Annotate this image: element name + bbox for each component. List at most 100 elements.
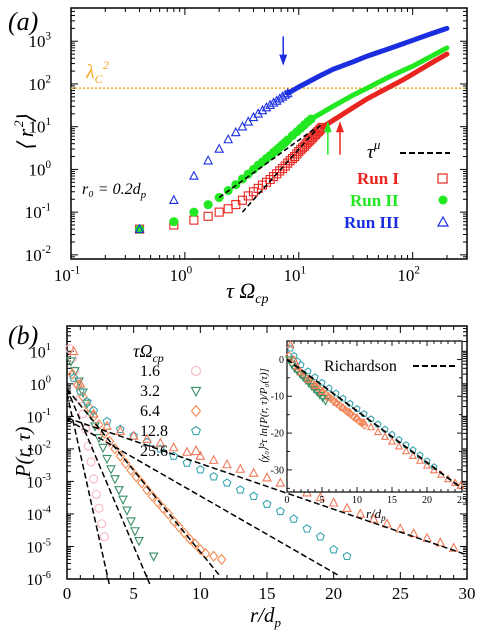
legend-b-label-25-6: 25.6 [140, 443, 168, 460]
inset-series-25-6-point [303, 374, 313, 383]
inset-series-3-2-point [321, 397, 330, 406]
inset-series-25-6-point [422, 460, 432, 469]
run-2-point [169, 217, 179, 227]
series-6-4-point [200, 548, 211, 560]
inset-series-12-8-point [318, 378, 326, 386]
series-6-4-point [104, 435, 115, 448]
series-25-6-point [355, 508, 366, 518]
fit-line-1 [218, 127, 316, 199]
run-2-point [203, 200, 213, 210]
series-6-4-point [136, 477, 147, 489]
series-12-8-point [155, 444, 165, 453]
inset-series-12-8-point [332, 389, 340, 397]
inset-plot: 0 5 10 15 20 25 0 -10 -20 -30 Richardson ⟨χ₀⟩²τ l… [258, 339, 467, 523]
inset-series-25-6-point [450, 478, 460, 486]
inset-xtick-label: 10 [352, 495, 362, 506]
panel-b-xlabel-sub: p [274, 615, 282, 630]
panel-b-ylabel: P(r, τ) [11, 427, 35, 479]
legend-b-marker-6-4 [190, 404, 202, 418]
series-3-2-point [106, 465, 116, 475]
series-12-8-point [235, 485, 245, 494]
series-12-8-point [315, 532, 325, 541]
series-25-6-point [68, 345, 79, 356]
series-12-8-fit [66, 418, 341, 578]
run-2-point [237, 174, 247, 184]
series-25-6-point [275, 477, 286, 487]
inset-xtick-label: 20 [422, 495, 432, 506]
panel-a-legend: τμ Run I Run II Run III [344, 137, 450, 232]
series-25-6-fit [66, 417, 468, 556]
panel-b-xtick-label: 5 [129, 584, 138, 603]
inset-series-25-6-point [394, 441, 404, 450]
inset-xlabel: r/dp [366, 506, 386, 523]
run-2-point [189, 207, 199, 217]
run-3-point [214, 143, 225, 153]
panel-a-ytick-label: 100 [28, 159, 51, 180]
series-6-4-point [174, 521, 184, 533]
series-25-6-point [262, 472, 272, 482]
series-12-8-point [82, 397, 92, 406]
run-1-point [277, 163, 288, 174]
run-2-curve [308, 45, 450, 122]
panel-b-xtick-label: 20 [325, 584, 342, 603]
inset-series-12-8-point [311, 373, 319, 381]
inset-series-25-6-point [338, 402, 348, 411]
series-6-4-point [163, 508, 174, 520]
series-1-6-point [99, 532, 109, 542]
legend-run-iii-label: Run III [344, 213, 400, 232]
series-6-4-point [67, 368, 78, 380]
panel-b-ytick-label: 10-2 [26, 440, 51, 459]
panel-a-xtick-label: 101 [284, 264, 307, 285]
series-6-4-point [72, 379, 83, 391]
panel-b-ytick-label: 101 [30, 342, 51, 361]
series-25-6-point [342, 502, 352, 512]
series-25-6-point [315, 491, 326, 502]
series-6-4-fit [66, 388, 221, 577]
inset-xtick-label: 0 [285, 495, 290, 506]
series-1-6-point [91, 489, 101, 499]
run-3-point [223, 133, 234, 144]
series-6-4-point [147, 490, 158, 502]
series-25-6-point [155, 437, 166, 447]
panel-b-ytick-label: 10-3 [26, 472, 51, 491]
series-25-6-point [248, 467, 259, 477]
panel-a-label: (a) [8, 7, 38, 36]
panel-a-ytick-label: 103 [28, 31, 51, 52]
run-1-arrow-head [335, 121, 344, 133]
series-12-8-point [222, 478, 232, 487]
run-3-arrow-head [279, 54, 288, 66]
series-1-6-point [83, 441, 93, 451]
inset-series-25-6-point [373, 427, 383, 436]
inset-series-12-8-point [339, 394, 347, 402]
series-6-4-point [83, 400, 94, 413]
inset-xtick-label: 5 [320, 495, 325, 506]
run-3-point [243, 116, 254, 126]
legend-fit-label: τμ [367, 137, 381, 163]
series-3-2-point [98, 443, 108, 454]
panel-a-xtick-label: 10-1 [54, 264, 80, 285]
run-1-point [214, 207, 224, 217]
series-6-4-point [142, 484, 152, 496]
series-25-6-point [448, 542, 459, 552]
panel-a-ytick-label: 10-2 [25, 244, 51, 265]
inset-ylabel: ⟨χ₀⟩²τ ln[P(r, τ)/P₀(τ)] [258, 368, 270, 464]
run-1-point [223, 204, 233, 214]
legend-b-label-1-6: 1.6 [140, 363, 160, 380]
series-3-2-point [66, 357, 76, 367]
series-3-2-point [114, 486, 124, 496]
panel-a-ylabel: ⟨ r ⟩ 2 [11, 114, 38, 151]
run-3-point [134, 223, 145, 233]
run-1-point [203, 211, 213, 221]
series-12-8-point [289, 514, 299, 523]
legend-b-marker-3-2 [190, 386, 202, 398]
run-1-point [189, 215, 199, 225]
series-6-4-point [94, 419, 104, 431]
inset-series-12-8-point [290, 351, 298, 359]
panel-a-xlabel: τ Ωcp [226, 278, 269, 307]
inset-series-25-6-point [408, 451, 418, 460]
inset-series-12-8-point [430, 463, 438, 471]
series-3-2-point [122, 506, 132, 516]
series-3-2-point [148, 552, 159, 562]
legend-b-marker-25-6 [190, 444, 202, 456]
